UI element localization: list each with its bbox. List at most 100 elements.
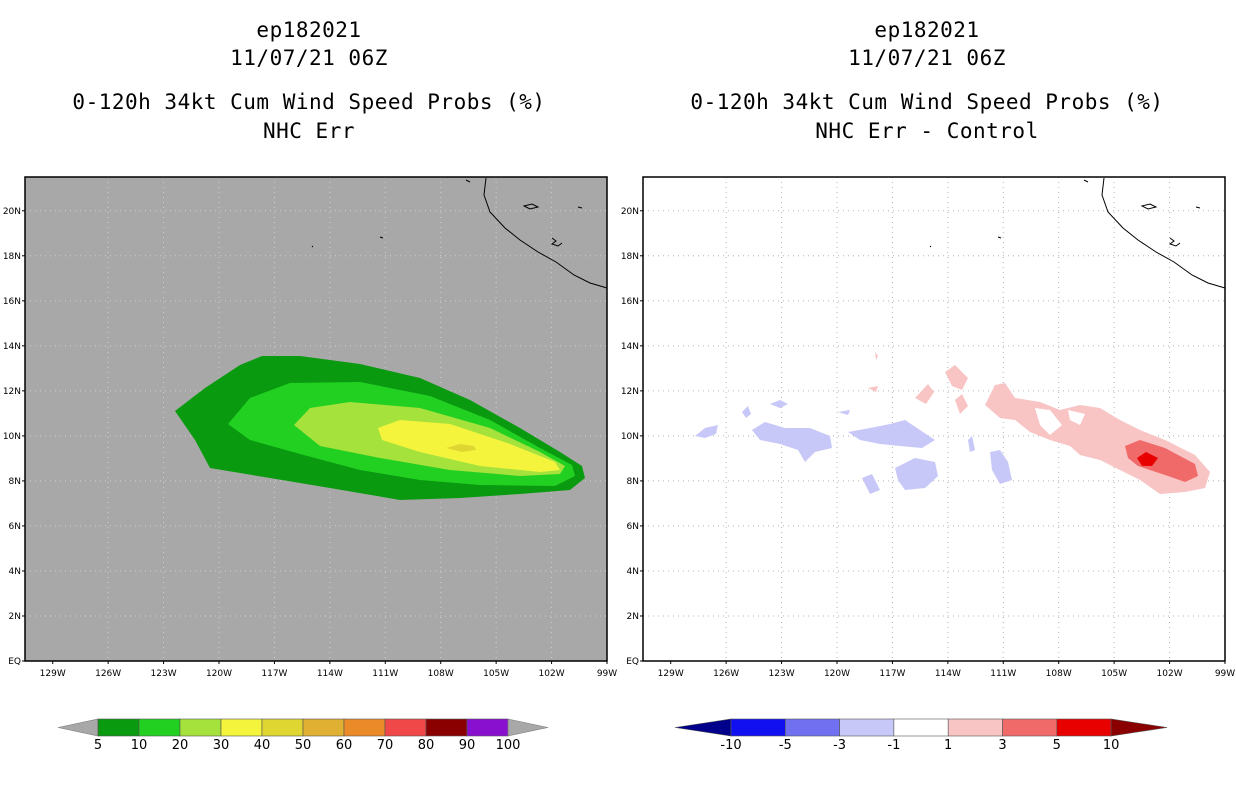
contour-pos-3: [915, 384, 934, 404]
left-coastline: [311, 177, 608, 289]
left-variant: NHC Err: [262, 119, 355, 143]
x-tick-label: 117W: [879, 669, 905, 679]
x-tick-label: 99W: [597, 669, 617, 679]
colorbar-max-arrow: [507, 718, 549, 737]
left-chart-subtitle: 0-120h 34kt Cum Wind Speed Probs (%) NHC…: [0, 88, 618, 146]
left-product: 0-120h 34kt Cum Wind Speed Probs (%): [72, 90, 546, 114]
contour-pos-5to10: [1137, 452, 1158, 466]
x-tick-label: 108W: [428, 669, 454, 679]
contour-neg-2: [742, 406, 751, 418]
colorbar-swatch: [343, 718, 386, 737]
colorbar-label: 50: [295, 738, 312, 753]
x-tick-label: 102W: [1157, 669, 1183, 679]
right-x-axis: 129W 126W 123W 120W 117W 114W 111W 108W 105W 102W…: [658, 661, 1235, 679]
colorbar-min-arrow: [57, 718, 99, 737]
left-storm-id: ep182021: [256, 18, 362, 42]
y-tick-label: 10N: [621, 432, 639, 442]
y-tick-label: 12N: [3, 387, 21, 397]
colorbar-label: -10: [720, 738, 741, 753]
y-tick-label: 20N: [621, 207, 639, 217]
x-tick-label: 111W: [990, 669, 1016, 679]
right-colorbar: -10 -5 -3 -1 1 3 5 10: [674, 718, 1168, 753]
y-tick-label: 16N: [621, 297, 639, 307]
x-tick-label: 129W: [40, 669, 66, 679]
y-tick-label: 6N: [9, 522, 21, 532]
colorbar-label: 70: [377, 738, 394, 753]
colorbar-label: 3: [998, 738, 1006, 753]
y-tick-label: 20N: [3, 207, 21, 217]
colorbar-label: 80: [418, 738, 435, 753]
y-tick-label: 2N: [9, 612, 21, 622]
y-tick-label: 14N: [621, 342, 639, 352]
left-datetime: 11/07/21 06Z: [230, 46, 388, 70]
right-chart-subtitle: 0-120h 34kt Cum Wind Speed Probs (%) NHC…: [618, 88, 1236, 146]
contour-pos-gap-2: [1068, 410, 1085, 425]
contour-neg-4: [752, 422, 832, 462]
x-tick-label: 108W: [1046, 669, 1072, 679]
colorbar-label: 60: [336, 738, 353, 753]
colorbar-swatch: [1002, 718, 1058, 737]
y-tick-label: 2N: [627, 612, 639, 622]
colorbar-label: 10: [1103, 738, 1120, 753]
contour-pos-1: [875, 352, 878, 360]
x-tick-label: 120W: [824, 669, 850, 679]
colorbar-swatch: [839, 718, 895, 737]
right-storm-id: ep182021: [874, 18, 980, 42]
colorbar-label: 1: [944, 738, 952, 753]
y-tick-label: 4N: [9, 567, 21, 577]
contour-neg-3: [770, 400, 788, 408]
y-tick-label: EQ: [8, 657, 21, 667]
x-tick-label: 123W: [151, 669, 177, 679]
y-tick-label: 4N: [627, 567, 639, 577]
right-chart-title: ep182021 11/07/21 06Z: [618, 16, 1236, 72]
contour-neg-7: [895, 458, 938, 490]
x-tick-label: 123W: [769, 669, 795, 679]
right-coastline: [929, 177, 1226, 289]
contour-neg-8: [862, 474, 880, 494]
colorbar-max-arrow: [1110, 718, 1168, 737]
y-tick-label: 14N: [3, 342, 21, 352]
left-map-frame: [24, 176, 608, 662]
right-gridlines: [643, 177, 1225, 661]
colorbar-swatch: [947, 718, 1003, 737]
x-tick-label: 105W: [1101, 669, 1127, 679]
x-tick-label: 99W: [1215, 669, 1235, 679]
contour-neg-5: [838, 410, 850, 415]
colorbar-swatch: [730, 718, 786, 737]
x-tick-label: 117W: [261, 669, 287, 679]
colorbar-label: 5: [94, 738, 102, 753]
contour-pos-4: [945, 365, 968, 390]
right-difference-contours: [695, 352, 1210, 494]
contour-neg-9: [968, 436, 975, 452]
right-y-axis: EQ 2N 4N 6N 8N 10N 12N 14N 16N 18N 20N: [621, 207, 643, 667]
contour-pos-5: [955, 394, 968, 414]
left-probability-contours: [175, 356, 585, 500]
colorbar-swatch: [97, 718, 140, 737]
y-tick-label: EQ: [626, 657, 639, 667]
right-map-panel: 129W 126W 123W 120W 117W 114W 111W 108W 105W 102W…: [621, 176, 1235, 679]
y-tick-label: 6N: [627, 522, 639, 532]
colorbar-swatch: [220, 718, 263, 737]
colorbar-label: 5: [1053, 738, 1061, 753]
x-tick-label: 114W: [935, 669, 961, 679]
contour-pos-3to5: [1125, 440, 1198, 482]
left-colorbar: 5 10 20 30 40 50 60 70 80 90 100: [57, 718, 549, 753]
contour-pos-gap-1: [1035, 408, 1062, 435]
y-tick-label: 8N: [9, 477, 21, 487]
y-tick-label: 18N: [621, 252, 639, 262]
x-tick-label: 126W: [95, 669, 121, 679]
right-variant: NHC Err - Control: [815, 119, 1039, 143]
colorbar-label: 100: [496, 738, 521, 753]
colorbar-label: 10: [131, 738, 148, 753]
contour-neg-6: [848, 420, 935, 448]
colorbar-swatch: [893, 718, 949, 737]
colorbar-label: 90: [459, 738, 476, 753]
right-map-frame: [642, 176, 1226, 662]
left-y-axis: EQ 2N 4N 6N 8N 10N 12N 14N 16N 18N 20N: [3, 207, 25, 667]
colorbar-label: 30: [213, 738, 230, 753]
colorbar-label: -5: [779, 738, 792, 753]
x-tick-label: 111W: [372, 669, 398, 679]
left-map-panel: 129W 126W 123W 120W 117W 114W 111W 108W 105W 102W…: [3, 176, 617, 679]
right-product: 0-120h 34kt Cum Wind Speed Probs (%): [690, 90, 1164, 114]
